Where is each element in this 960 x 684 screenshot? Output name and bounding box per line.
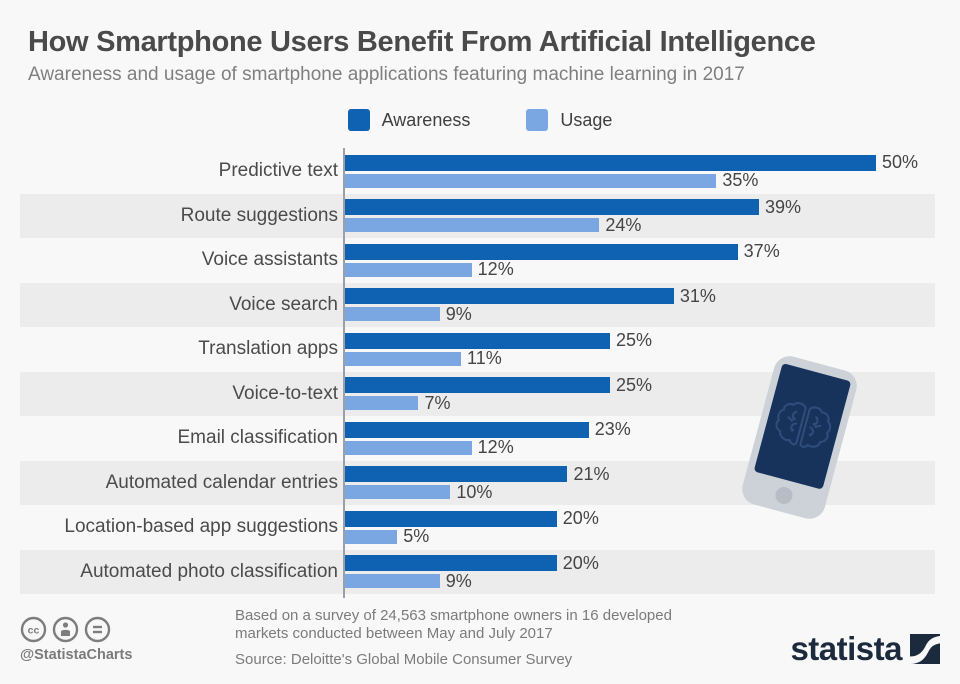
phone-screen (753, 363, 852, 490)
category-label: Predictive text (218, 160, 338, 182)
usage-bar (344, 529, 398, 544)
awareness-swatch-icon (347, 109, 370, 131)
category-label: Automated photo classification (80, 560, 338, 582)
category-label: Automated calendar entries (105, 471, 338, 493)
value-label: 35% (722, 170, 759, 191)
legend-label-usage: Usage (560, 109, 613, 130)
chart-row: Voice search 31% 9% (20, 282, 935, 327)
footnote-line: Based on a survey of 24,563 smartphone o… (235, 607, 672, 624)
usage-bar (344, 262, 472, 277)
category-label: Voice-to-text (232, 382, 338, 404)
page-title: How Smartphone Users Benefit From Artifi… (28, 26, 816, 58)
smartphone-illustration (738, 352, 861, 523)
awareness-bar (344, 466, 568, 483)
legend-label-awareness: Awareness (381, 109, 471, 130)
awareness-bar (344, 510, 557, 527)
value-label: 24% (605, 214, 642, 235)
source-note: Source: Deloitte's Global Mobile Consume… (235, 651, 573, 668)
legend-item-usage: Usage (526, 109, 612, 131)
usage-bar (344, 574, 440, 589)
statista-logo: statista (790, 630, 940, 668)
value-label: 20% (562, 508, 599, 529)
value-label: 7% (424, 392, 451, 413)
footnotes: Based on a survey of 24,563 smartphone o… (235, 607, 672, 669)
phone-home-button-icon (773, 485, 795, 506)
awareness-bar (344, 199, 759, 216)
value-label: 12% (477, 437, 514, 458)
value-label: 12% (477, 259, 514, 280)
statista-wordmark: statista (790, 630, 902, 667)
value-label: 23% (594, 419, 631, 440)
usage-swatch-icon (526, 109, 549, 131)
awareness-bar (344, 421, 589, 438)
value-label: 25% (616, 330, 653, 351)
usage-bar (344, 173, 717, 188)
value-label: 37% (743, 241, 780, 262)
awareness-bar (344, 154, 876, 171)
value-label: 31% (679, 285, 716, 306)
awareness-bar (344, 332, 610, 349)
footnote-line: markets conducted between May and July 2… (235, 625, 553, 642)
footer: cc @StatistaCharts Based on a survey of … (0, 600, 960, 684)
value-label: 39% (764, 196, 801, 217)
value-label: 25% (616, 374, 653, 395)
legend: Awareness Usage (0, 109, 960, 131)
category-label: Email classification (177, 427, 339, 449)
value-label: 10% (456, 481, 493, 502)
statista-logo-mark-icon (910, 634, 940, 664)
awareness-bar (344, 243, 738, 260)
creative-commons-icon: cc (20, 616, 47, 643)
value-label: 9% (445, 303, 472, 324)
chart-row: Voice assistants 37% 12% (20, 238, 935, 283)
chart-row: Predictive text 50% 35% (20, 149, 935, 194)
value-label: 5% (403, 526, 430, 547)
usage-bar (344, 351, 462, 366)
chart-row: Automated photo classification 20% 9% (20, 549, 935, 594)
brain-circuit-icon (774, 401, 831, 448)
value-label: 50% (882, 152, 919, 173)
chart-row: Route suggestions 39% 24% (20, 193, 935, 238)
usage-bar (344, 485, 451, 500)
usage-bar (344, 440, 472, 455)
value-label: 9% (445, 570, 472, 591)
category-label: Translation apps (198, 338, 338, 360)
value-label: 20% (562, 552, 599, 573)
svg-text:cc: cc (28, 625, 40, 637)
attribution-icon (52, 616, 79, 643)
page-subtitle: Awareness and usage of smartphone applic… (28, 64, 745, 85)
twitter-handle: @StatistaCharts (20, 647, 133, 663)
usage-bar (344, 396, 419, 411)
chart-row: Location-based app suggestions 20% 5% (20, 505, 935, 550)
category-label: Route suggestions (180, 204, 338, 226)
no-derivatives-icon (84, 616, 111, 643)
category-label: Voice search (229, 293, 338, 315)
chart-row: Translation apps 25% 11% (20, 327, 935, 372)
usage-bar (344, 218, 600, 233)
usage-bar (344, 307, 440, 322)
category-label: Voice assistants (201, 249, 338, 271)
chart-row: Email classification 23% 12% (20, 416, 935, 461)
value-label: 11% (467, 348, 502, 369)
axis-line (343, 148, 345, 598)
value-label: 21% (573, 463, 610, 484)
category-label: Location-based app suggestions (64, 516, 338, 538)
awareness-bar (344, 288, 674, 305)
legend-item-awareness: Awareness (347, 109, 471, 131)
awareness-bar (344, 377, 610, 394)
license-block: cc @StatistaCharts (20, 616, 140, 663)
awareness-bar (344, 555, 557, 572)
